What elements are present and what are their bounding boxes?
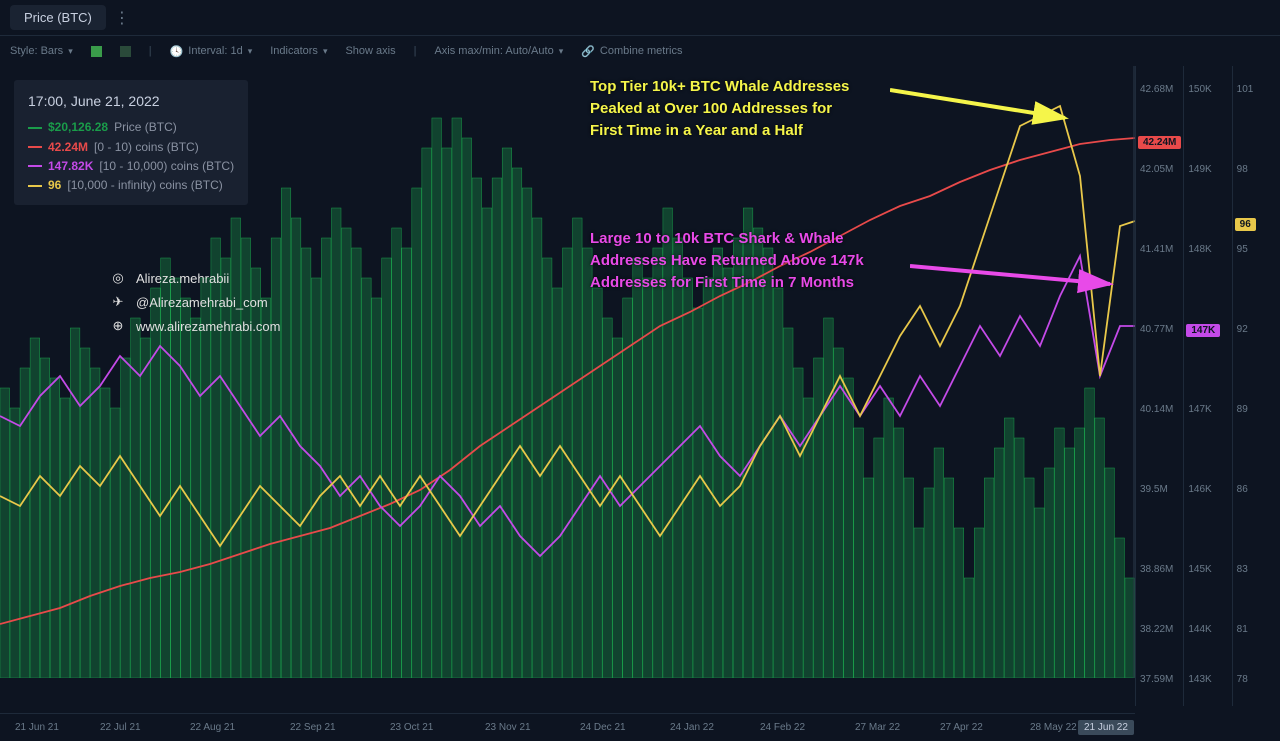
globe-icon: ⊕: [110, 318, 126, 334]
combine-metrics-button[interactable]: 🔗 Combine metrics: [581, 45, 682, 58]
show-axis-button[interactable]: Show axis: [345, 45, 395, 57]
legend-row: $20,126.28 Price (BTC): [28, 118, 234, 137]
top-bar: Price (BTC) ⋮: [0, 0, 1280, 36]
telegram-icon: ✈: [110, 294, 126, 310]
axis-tick: 86: [1237, 484, 1248, 495]
axis-red[interactable]: 42.68M 42.05M 41.41M 40.77M 40.14M 39.5M 38.86…: [1135, 66, 1183, 706]
x-tick: 24 Feb 22: [760, 722, 805, 733]
legend-label: [10,000 - infinity) coins (BTC): [67, 176, 222, 195]
axis-badge: 147K: [1186, 324, 1220, 337]
x-axis[interactable]: 21 Jun 21 22 Jul 21 22 Aug 21 22 Sep 21 23 O…: [0, 713, 1135, 741]
legend-row: 96 [10,000 - infinity) coins (BTC): [28, 176, 234, 195]
legend-row: 42.24M [0 - 10) coins (BTC): [28, 138, 234, 157]
telegram-row: ✈ @Alirezamehrabi_com: [110, 294, 281, 310]
axis-tick: 149K: [1188, 164, 1211, 175]
axis-tick: 37.59M: [1140, 674, 1173, 685]
legend-dash: [28, 127, 42, 129]
annotation-mid: Large 10 to 10k BTC Shark & Whale Addres…: [590, 228, 864, 293]
right-axes: 42.68M 42.05M 41.41M 40.77M 40.14M 39.5M 38.86…: [1135, 66, 1280, 706]
x-tick: 22 Jul 21: [100, 722, 141, 733]
x-tick: 22 Sep 21: [290, 722, 336, 733]
chevron-down-icon: ▾: [559, 46, 564, 57]
axis-tick: 78: [1237, 674, 1248, 685]
chevron-down-icon: ▾: [68, 46, 73, 57]
x-tick: 27 Apr 22: [940, 722, 983, 733]
color-swatch-2[interactable]: [120, 46, 131, 57]
axis-tick: 38.86M: [1140, 564, 1173, 575]
legend-value: 42.24M: [48, 138, 88, 157]
x-tick: 23 Nov 21: [485, 722, 531, 733]
x-tick: 23 Oct 21: [390, 722, 433, 733]
legend-timestamp: 17:00, June 21, 2022: [28, 90, 234, 112]
axis-tick: 38.22M: [1140, 624, 1173, 635]
axis-yellow[interactable]: 101 98 95 92 89 86 83 81 78 96: [1232, 66, 1280, 706]
legend-value: 96: [48, 176, 61, 195]
legend-box: 17:00, June 21, 2022 $20,126.28 Price (B…: [14, 80, 248, 205]
style-selector[interactable]: Style: Bars ▾: [10, 45, 73, 57]
chevron-down-icon: ▾: [323, 46, 328, 57]
web-row: ⊕ www.alirezamehrabi.com: [110, 318, 281, 334]
axis-tick: 145K: [1188, 564, 1211, 575]
instagram-row: ◎ Alireza.mehrabii: [110, 270, 281, 286]
chevron-down-icon: ▾: [248, 46, 253, 57]
axis-tick: 81: [1237, 624, 1248, 635]
axis-tick: 39.5M: [1140, 484, 1168, 495]
axis-badge: 96: [1235, 218, 1256, 231]
x-tick: 21 Jun 21: [15, 722, 59, 733]
link-icon: 🔗: [581, 45, 595, 58]
axis-badge: 42.24M: [1138, 136, 1181, 149]
price-label: Price (BTC): [24, 10, 92, 25]
legend-label: [0 - 10) coins (BTC): [94, 138, 199, 157]
x-tick: 24 Jan 22: [670, 722, 714, 733]
axis-tick: 98: [1237, 164, 1248, 175]
axis-tick: 146K: [1188, 484, 1211, 495]
axis-tick: 40.77M: [1140, 324, 1173, 335]
axis-tick: 83: [1237, 564, 1248, 575]
menu-dots-icon[interactable]: ⋮: [114, 8, 130, 28]
axis-tick: 42.05M: [1140, 164, 1173, 175]
arrow-mid-icon: [910, 254, 1130, 314]
instagram-icon: ◎: [110, 270, 126, 286]
axis-tick: 92: [1237, 324, 1248, 335]
price-dropdown[interactable]: Price (BTC): [10, 5, 106, 30]
x-tick: 28 May 22: [1030, 722, 1077, 733]
x-tick: 22 Aug 21: [190, 722, 235, 733]
interval-icon: 🕓: [170, 45, 184, 58]
legend-value: $20,126.28: [48, 118, 108, 137]
legend-row: 147.82K [10 - 10,000) coins (BTC): [28, 157, 234, 176]
axis-tick: 95: [1237, 244, 1248, 255]
axis-tick: 144K: [1188, 624, 1211, 635]
legend-label: [10 - 10,000) coins (BTC): [99, 157, 234, 176]
x-tick: 24 Dec 21: [580, 722, 626, 733]
arrow-top-icon: [890, 78, 1090, 138]
legend-label: Price (BTC): [114, 118, 177, 137]
axis-tick: 143K: [1188, 674, 1211, 685]
color-swatch-1[interactable]: [91, 46, 102, 57]
legend-dash: [28, 185, 42, 187]
legend-dash: [28, 146, 42, 148]
axis-purple[interactable]: 150K 149K 148K 147K 146K 145K 144K 143K 147K: [1183, 66, 1231, 706]
axis-tick: 147K: [1188, 404, 1211, 415]
axis-tick: 41.41M: [1140, 244, 1173, 255]
x-tick: 27 Mar 22: [855, 722, 900, 733]
legend-dash: [28, 165, 42, 167]
axis-tick: 42.68M: [1140, 84, 1173, 95]
watermark-socials: ◎ Alireza.mehrabii ✈ @Alirezamehrabi_com…: [110, 270, 281, 342]
axis-tick: 40.14M: [1140, 404, 1173, 415]
indicators-button[interactable]: Indicators ▾: [270, 45, 327, 57]
axis-tick: 89: [1237, 404, 1248, 415]
axis-tick: 150K: [1188, 84, 1211, 95]
legend-value: 147.82K: [48, 157, 93, 176]
x-current-badge: 21 Jun 22: [1078, 720, 1134, 735]
axis-tick: 101: [1237, 84, 1254, 95]
axis-minmax-button[interactable]: Axis max/min: Auto/Auto ▾: [434, 45, 563, 57]
annotation-top: Top Tier 10k+ BTC Whale Addresses Peaked…: [590, 76, 849, 141]
axis-tick: 148K: [1188, 244, 1211, 255]
toolbar: Style: Bars ▾ | 🕓 Interval: 1d ▾ Indicat…: [0, 36, 1280, 66]
interval-selector[interactable]: 🕓 Interval: 1d ▾: [170, 45, 253, 58]
